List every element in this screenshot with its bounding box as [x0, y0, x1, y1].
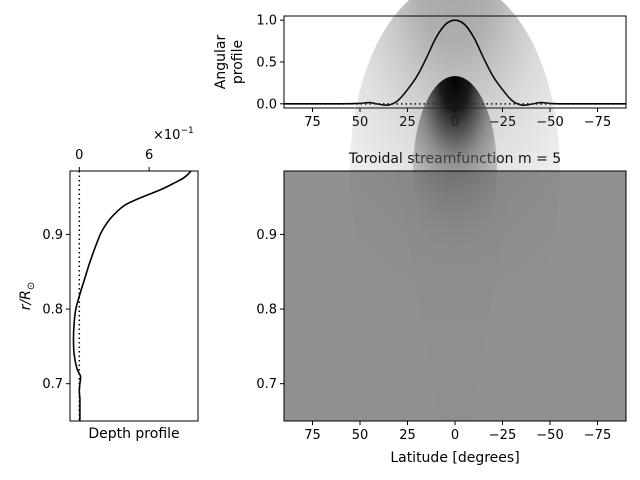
depth-yticks: 0.7 0.8 0.9 — [42, 228, 70, 392]
depth-xlabel: Depth profile — [88, 426, 179, 442]
heatmap-xtick-label: −50 — [536, 428, 563, 443]
depth-ylabel: r/R⊙ — [18, 282, 37, 311]
angular-xtick-label: −75 — [584, 115, 611, 130]
heatmap-ytick-label: 0.9 — [256, 228, 277, 243]
depth-ytick-label: 0.8 — [42, 303, 63, 318]
angular-yticks: 0.0 0.5 1.0 — [256, 14, 284, 112]
heatmap-yticks: 0.7 0.8 0.9 — [256, 228, 284, 392]
angular-ylabel-line-1: Angular — [213, 35, 229, 90]
heatmap-xlabel: Latitude [degrees] — [390, 450, 519, 466]
depth-ytick-label: 0.7 — [42, 377, 63, 392]
heatmap-ytick-label: 0.7 — [256, 377, 277, 392]
depth-ytick-label: 0.9 — [42, 228, 63, 243]
angular-ytick-label: 1.0 — [256, 14, 277, 29]
heatmap-xtick-label: −75 — [584, 428, 611, 443]
heatmap-xtick-label: −25 — [489, 428, 516, 443]
heatmap-ytick-label: 0.8 — [256, 303, 277, 318]
depth-profile-line — [72, 171, 192, 421]
angular-ytick-label: 0.5 — [256, 56, 277, 71]
depth-offset-text: ×10−1 — [153, 126, 194, 143]
depth-xtick-label: 6 — [145, 148, 153, 163]
heatmap-xtick-label: 25 — [399, 428, 416, 443]
streamfunction-panel: Toroidal streamfunction m = 5 Latitude [… — [256, 0, 627, 466]
depth-plot-frame — [69, 170, 199, 422]
heatmap-xtick-label: 50 — [352, 428, 369, 443]
heatmap-image — [284, 0, 626, 421]
heatmap-xtick-label: 75 — [304, 428, 321, 443]
angular-ytick-label: 0.0 — [256, 97, 277, 112]
angular-ylabel: Angular profile — [213, 35, 246, 90]
heatmap-xtick-label: 0 — [451, 428, 459, 443]
angular-xtick-label: 75 — [304, 115, 321, 130]
depth-xtick-label: 0 — [75, 148, 83, 163]
angular-ylabel-line-2: profile — [230, 40, 246, 84]
heatmap-xticks: 75 50 25 0 −25 −50 −75 — [304, 421, 611, 443]
